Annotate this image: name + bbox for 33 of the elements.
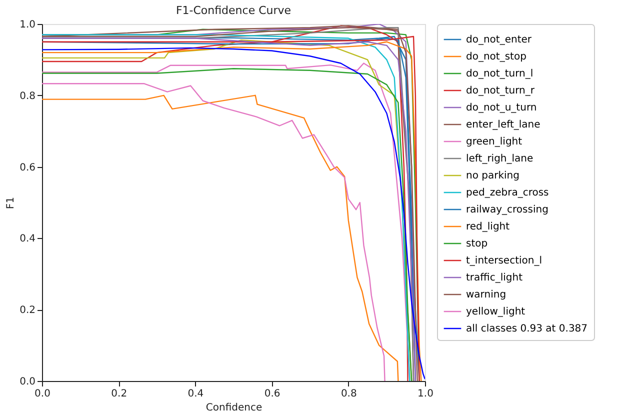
y-tick-label: 1.0 bbox=[20, 20, 36, 30]
x-axis-title: Confidence bbox=[206, 402, 262, 414]
legend-label: yellow_light bbox=[466, 306, 526, 318]
x-tick-label: 0.4 bbox=[188, 388, 204, 400]
y-tick-label: 0.2 bbox=[20, 305, 36, 316]
legend-label: green_light bbox=[466, 136, 522, 148]
x-tick-label: 0.0 bbox=[34, 388, 50, 400]
x-tick-label: 1.0 bbox=[418, 388, 434, 400]
x-tick-label: 0.8 bbox=[340, 388, 357, 400]
legend-label: no parking bbox=[466, 170, 520, 182]
x-tick-label: 0.2 bbox=[111, 388, 128, 400]
legend-label: warning bbox=[466, 290, 506, 300]
chart-title: F1-Confidence Curve bbox=[176, 4, 292, 17]
legend-label: do_not_enter bbox=[466, 34, 532, 46]
legend-label: ped_zebra_cross bbox=[466, 188, 549, 198]
legend-label: railway_crossing bbox=[466, 204, 548, 216]
legend-label: do_not_u_turn bbox=[466, 102, 537, 114]
legend-label: t_intersection_l bbox=[466, 256, 542, 266]
legend-label: do_not_stop bbox=[466, 52, 526, 62]
legend-label: red_light bbox=[466, 222, 510, 232]
y-axis-title: F1 bbox=[6, 196, 17, 210]
legend-label: do_not_turn_l bbox=[466, 68, 534, 80]
y-tick-label: 0.4 bbox=[20, 234, 36, 245]
legend-label: all classes 0.93 at 0.387 bbox=[466, 324, 588, 334]
y-tick-label: 0.6 bbox=[20, 162, 36, 174]
x-tick-label: 0.6 bbox=[264, 388, 280, 400]
legend-label: stop bbox=[466, 238, 488, 250]
legend-label: enter_left_lane bbox=[466, 120, 540, 130]
legend-label: do_not_turn_r bbox=[466, 86, 536, 96]
legend-label: traffic_light bbox=[466, 272, 523, 284]
y-tick-label: 0.0 bbox=[20, 376, 36, 388]
y-tick-label: 0.8 bbox=[20, 90, 36, 102]
legend-label: left_righ_lane bbox=[466, 154, 534, 164]
